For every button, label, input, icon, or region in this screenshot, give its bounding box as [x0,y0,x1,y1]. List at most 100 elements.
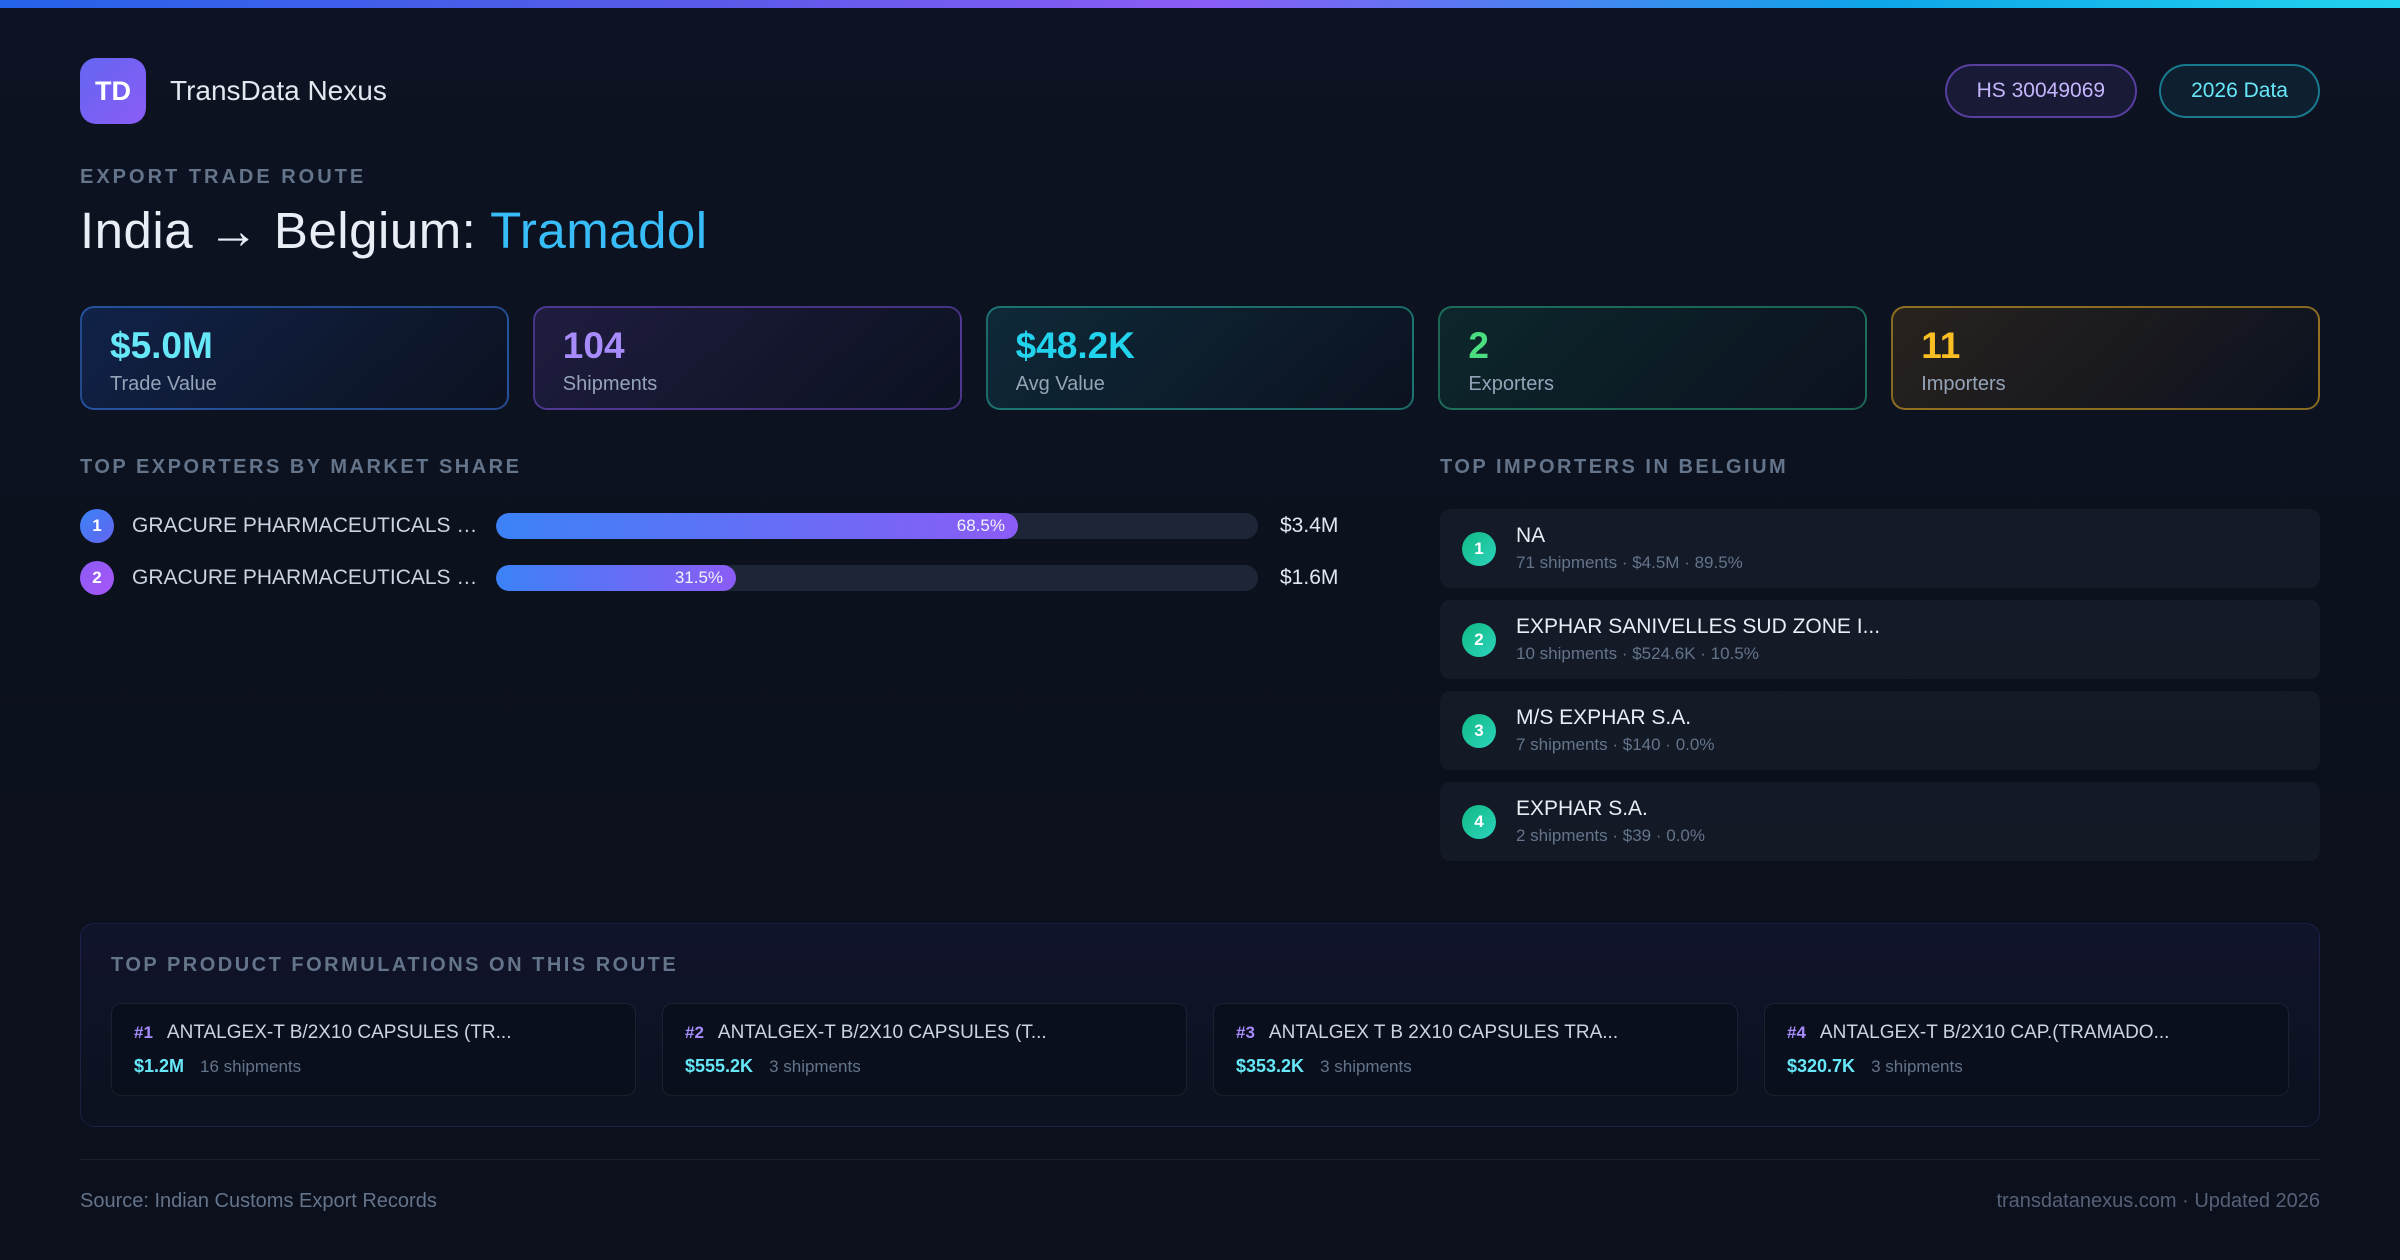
importers-section: TOP IMPORTERS IN BELGIUM 1 NA 71 shipmen… [1440,456,2320,873]
importer-name: M/S EXPHAR S.A. [1516,706,1692,729]
product-rank: #3 [1236,1023,1255,1042]
importer-row[interactable]: 3 M/S EXPHAR S.A. 7 shipments · $140 · 0… [1440,691,2320,770]
importer-row[interactable]: 1 NA 71 shipments · $4.5M · 89.5% [1440,509,2320,588]
product-card[interactable]: #2 ANTALGEX-T B/2X10 CAPSULES (T... $555… [662,1003,1187,1096]
product-top: #4 ANTALGEX-T B/2X10 CAP.(TRAMADO... [1787,1022,2266,1044]
rank-badge: 2 [80,561,114,595]
stat-label: Avg Value [1015,373,1105,395]
product-shipments: 3 shipments [1320,1057,1412,1076]
exporter-value: $1.6M [1280,566,1339,589]
product-card[interactable]: #1 ANTALGEX-T B/2X10 CAPSULES (TR... $1.… [111,1003,636,1096]
rank-badge: 1 [80,509,114,543]
product-name: ANTALGEX-T B/2X10 CAP.(TRAMADO... [1819,1022,2170,1043]
importer-meta: 7 shipments · $140 · 0.0% [1516,735,1715,754]
importer-name: EXPHAR S.A. [1516,797,1648,820]
footer-site: transdatanexus.com · Updated 2026 [1996,1190,2320,1212]
exporter-row[interactable]: 1 GRACURE PHARMACEUTICALS LI... 68.5% $3… [80,509,1360,543]
market-share-bar-track: 31.5% [496,565,1258,591]
importer-name: EXPHAR SANIVELLES SUD ZONE I... [1516,615,1881,638]
product-value: $1.2M [134,1056,185,1076]
market-share-bar-fill: 31.5% [496,565,737,591]
market-share-bar-track: 68.5% [496,513,1258,539]
importer-info: EXPHAR S.A. 2 shipments · $39 · 0.0% [1516,797,1705,846]
page-title-product: Tramadol [490,202,708,259]
rank-badge: 1 [1462,531,1496,566]
main-columns: TOP EXPORTERS BY MARKET SHARE 1 GRACURE … [80,456,2320,873]
footer: Source: Indian Customs Export Records tr… [80,1159,2320,1213]
stat-card-shipments: 104 Shipments [532,306,962,410]
product-rank: #4 [1787,1023,1806,1042]
market-share-percent: 31.5% [674,568,724,587]
product-rank: #1 [134,1023,153,1042]
product-top: #1 ANTALGEX-T B/2X10 CAPSULES (TR... [134,1022,613,1044]
importers-section-title: TOP IMPORTERS IN BELGIUM [1440,456,1789,478]
product-top: #2 ANTALGEX-T B/2X10 CAPSULES (T... [685,1022,1164,1044]
product-bottom: $320.7K 3 shipments [1787,1056,2266,1077]
importer-meta: 10 shipments · $524.6K · 10.5% [1516,644,1759,663]
product-value: $320.7K [1787,1056,1856,1076]
importer-row[interactable]: 2 EXPHAR SANIVELLES SUD ZONE I... 10 shi… [1440,600,2320,679]
product-shipments: 3 shipments [769,1057,861,1076]
products-section-title: TOP PRODUCT FORMULATIONS ON THIS ROUTE [111,954,679,976]
product-shipments: 3 shipments [1871,1057,1963,1076]
rank-badge: 2 [1462,622,1496,657]
stat-label: Trade Value [110,373,217,395]
stat-card-exporters: 2 Exporters [1438,306,1868,410]
product-shipments: 16 shipments [200,1057,302,1076]
rank-badge: 3 [1462,713,1496,748]
product-cards-row: #1 ANTALGEX-T B/2X10 CAPSULES (TR... $1.… [111,1003,2289,1096]
hs-code-badge[interactable]: HS 30049069 [1944,64,2138,118]
stat-card-avg-value: $48.2K Avg Value [985,306,1415,410]
product-name: ANTALGEX T B 2X10 CAPSULES TRA... [1268,1022,1619,1043]
importer-info: M/S EXPHAR S.A. 7 shipments · $140 · 0.0… [1516,706,1714,755]
product-rank: #2 [685,1023,704,1042]
stat-label: Shipments [562,373,658,395]
product-card[interactable]: #4 ANTALGEX-T B/2X10 CAP.(TRAMADO... $32… [1764,1003,2289,1096]
importer-meta: 2 shipments · $39 · 0.0% [1516,826,1705,845]
exporter-value: $3.4M [1280,514,1339,537]
stat-value: 2 [1468,325,1489,366]
stat-value: 104 [562,325,625,366]
product-value: $555.2K [685,1056,754,1076]
footer-source: Source: Indian Customs Export Records [80,1190,437,1212]
stat-card-importers: 11 Importers [1891,306,2320,410]
importer-name: NA [1516,524,1546,547]
exporter-name: GRACURE PHARMACEUTICALS LI... [132,514,478,537]
app-name: TransData Nexus [170,75,387,106]
importer-row[interactable]: 4 EXPHAR S.A. 2 shipments · $39 · 0.0% [1440,782,2320,861]
product-value: $353.2K [1236,1056,1305,1076]
importer-info: NA 71 shipments · $4.5M · 89.5% [1516,524,1743,573]
page: TD TransData Nexus HS 30049069 2026 Data… [0,58,2400,1213]
app-logo: TD [80,58,146,124]
header: TD TransData Nexus HS 30049069 2026 Data [80,58,2320,124]
page-title: India → Belgium: Tramadol [80,201,2320,260]
stat-label: Importers [1921,373,2006,395]
product-bottom: $353.2K 3 shipments [1236,1056,1715,1077]
exporters-section: TOP EXPORTERS BY MARKET SHARE 1 GRACURE … [80,456,1360,613]
product-top: #3 ANTALGEX T B 2X10 CAPSULES TRA... [1236,1022,1715,1044]
stat-value: 11 [1921,325,1961,366]
product-bottom: $555.2K 3 shipments [685,1056,1164,1077]
page-title-main: India → Belgium: [80,202,491,259]
exporters-section-title: TOP EXPORTERS BY MARKET SHARE [80,456,522,478]
products-panel: TOP PRODUCT FORMULATIONS ON THIS ROUTE #… [80,923,2320,1127]
importer-info: EXPHAR SANIVELLES SUD ZONE I... 10 shipm… [1516,615,1880,664]
stat-value: $48.2K [1015,325,1135,366]
product-name: ANTALGEX-T B/2X10 CAPSULES (TR... [166,1022,512,1043]
rank-badge: 4 [1462,804,1496,839]
product-bottom: $1.2M 16 shipments [134,1056,613,1077]
exporter-row[interactable]: 2 GRACURE PHARMACEUTICALS LI... 31.5% $1… [80,561,1360,595]
top-gradient-bar [0,0,2400,8]
stat-card-trade-value: $5.0M Trade Value [80,306,509,410]
market-share-bar-fill: 68.5% [496,513,1018,539]
stat-cards-row: $5.0M Trade Value 104 Shipments $48.2K A… [80,306,2320,410]
market-share-percent: 68.5% [956,516,1005,535]
stat-value: $5.0M [110,325,213,366]
exporter-name: GRACURE PHARMACEUTICALS LI... [132,566,478,589]
route-eyebrow: EXPORT TRADE ROUTE [80,166,367,188]
year-data-badge[interactable]: 2026 Data [2159,64,2320,118]
importer-meta: 71 shipments · $4.5M · 89.5% [1516,553,1743,572]
stat-label: Exporters [1468,373,1554,395]
product-card[interactable]: #3 ANTALGEX T B 2X10 CAPSULES TRA... $35… [1213,1003,1738,1096]
product-name: ANTALGEX-T B/2X10 CAPSULES (T... [717,1022,1047,1043]
